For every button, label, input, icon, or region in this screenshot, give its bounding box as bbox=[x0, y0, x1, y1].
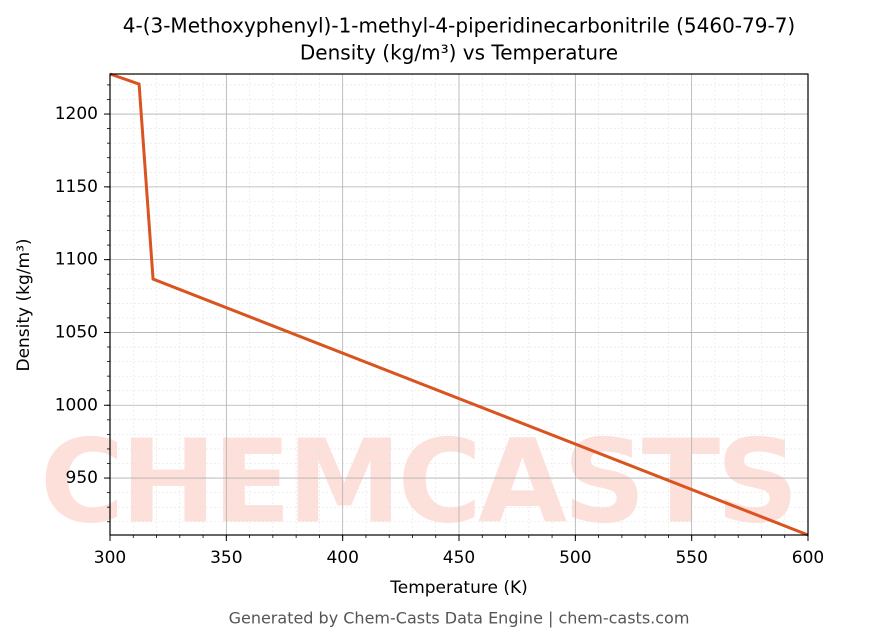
x-tick-label: 300 bbox=[94, 548, 126, 568]
data-line bbox=[109, 72, 809, 537]
y-axis-label: Density (kg/m³) bbox=[14, 238, 34, 371]
y-tick-label: 950 bbox=[66, 468, 98, 488]
x-tick-label: 600 bbox=[792, 548, 824, 568]
x-tick-label: 550 bbox=[675, 548, 707, 568]
y-tick-label: 1000 bbox=[55, 395, 98, 415]
x-tick-label: 500 bbox=[559, 548, 591, 568]
y-tick-label: 1100 bbox=[55, 250, 98, 270]
chart-title: 4-(3-Methoxyphenyl)-1-methyl-4-piperidin… bbox=[123, 14, 795, 38]
x-tick-label: 350 bbox=[210, 548, 242, 568]
watermark: CHEMCASTS bbox=[40, 416, 805, 550]
y-tick-label: 1150 bbox=[55, 177, 98, 197]
x-tick-label: 400 bbox=[326, 548, 358, 568]
x-tick-label: 450 bbox=[443, 548, 475, 568]
y-tick-label: 1050 bbox=[55, 322, 98, 342]
plot-frame bbox=[109, 73, 809, 536]
chart-subtitle: Density (kg/m³) vs Temperature bbox=[300, 41, 618, 65]
x-axis-label: Temperature (K) bbox=[389, 578, 528, 598]
footer: Generated by Chem-Casts Data Engine | ch… bbox=[229, 609, 690, 628]
y-tick-label: 1200 bbox=[55, 104, 98, 124]
